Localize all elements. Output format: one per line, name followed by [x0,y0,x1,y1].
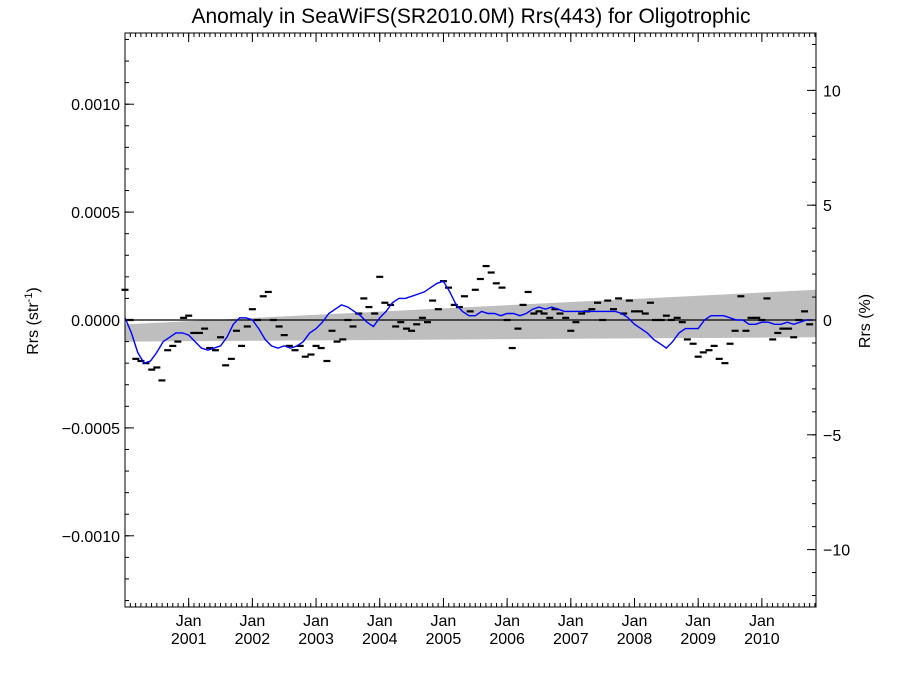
x-tick-label-year: 2003 [298,631,334,648]
x-tick-label-month: Jan [494,613,520,630]
x-tick-label-month: Jan [622,613,648,630]
x-tick-label-year: 2007 [553,631,589,648]
x-tick-label-year: 2010 [744,631,780,648]
y-tick-label-right: 10 [823,83,841,100]
x-tick-label-month: Jan [239,613,265,630]
x-tick-label-month: Jan [303,613,329,630]
x-tick-label-month: Jan [558,613,584,630]
y-tick-label-left: 0.0010 [71,97,120,114]
chart-title: Anomaly in SeaWiFS(SR2010.0M) Rrs(443) f… [191,5,750,28]
y-axis-label-left: Rrs (str-1) [23,287,42,355]
x-tick-label-year: 2002 [235,631,271,648]
y-tick-label-right: −5 [823,428,841,445]
plot-area: 0.0010 0.0005 0.0000 −0.0005 −0.0010 10 5 0 −5 −1… [62,32,850,648]
y-tick-label-left: 0.0000 [71,313,120,330]
x-tick-label-month: Jan [176,613,202,630]
y-axis-label-right: Rrs (%) [857,294,874,348]
y-tick-label-left: 0.0005 [71,205,120,222]
x-tick-label-month: Jan [685,613,711,630]
x-tick-label-year: 2009 [680,631,716,648]
x-tick-label-month: Jan [749,613,775,630]
x-tick-label-month: Jan [431,613,457,630]
x-tick-label-year: 2004 [362,631,398,648]
running-mean-line [124,280,813,365]
y-tick-label-right: 0 [823,313,832,330]
y-tick-label-left: −0.0005 [62,421,120,438]
y-tick-label-right: −10 [823,543,850,560]
y-tick-label-right: 5 [823,198,832,215]
x-tick-label-year: 2005 [426,631,462,648]
x-tick-label-year: 2006 [489,631,525,648]
x-tick-label-month: Jan [367,613,393,630]
x-tick-label-year: 2008 [617,631,653,648]
y-tick-label-left: −0.0010 [62,529,120,546]
x-tick-label-year: 2001 [171,631,207,648]
